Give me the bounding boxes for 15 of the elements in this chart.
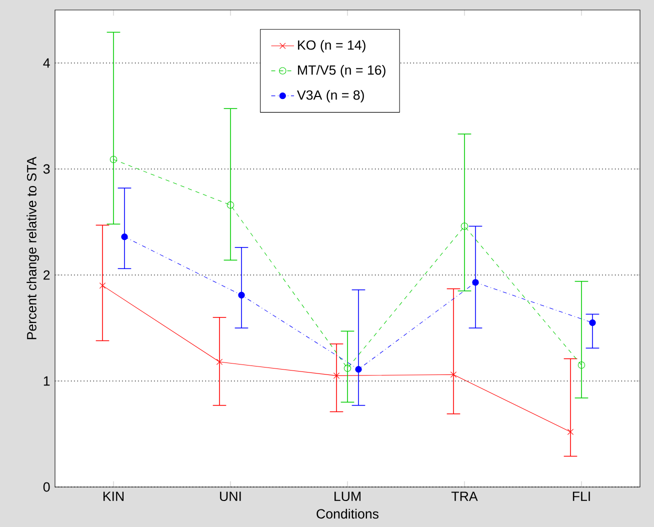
x-tick-label: LUM [334,492,360,501]
y-tick-label: 0 [43,482,50,492]
y-tick-label: 3 [43,164,50,174]
y-tick-label: 4 [43,58,50,68]
legend-label: KO (n = 14) [298,40,366,52]
x-tick-label: FLI [572,492,590,501]
x-axis-title: Conditions [316,508,379,519]
x-tick-label: KIN [103,492,124,501]
y-tick-label: 2 [44,270,50,280]
x-tick-label: UNI [220,492,241,501]
legend-label: V3A (n = 8) [297,90,364,102]
legend-label: MT/V5 (n = 16) [298,64,386,78]
x-tick-label: TRA [451,492,478,501]
y-axis-title: Percent change relative to STA [26,156,40,340]
y-tick-label: 1 [44,376,50,386]
